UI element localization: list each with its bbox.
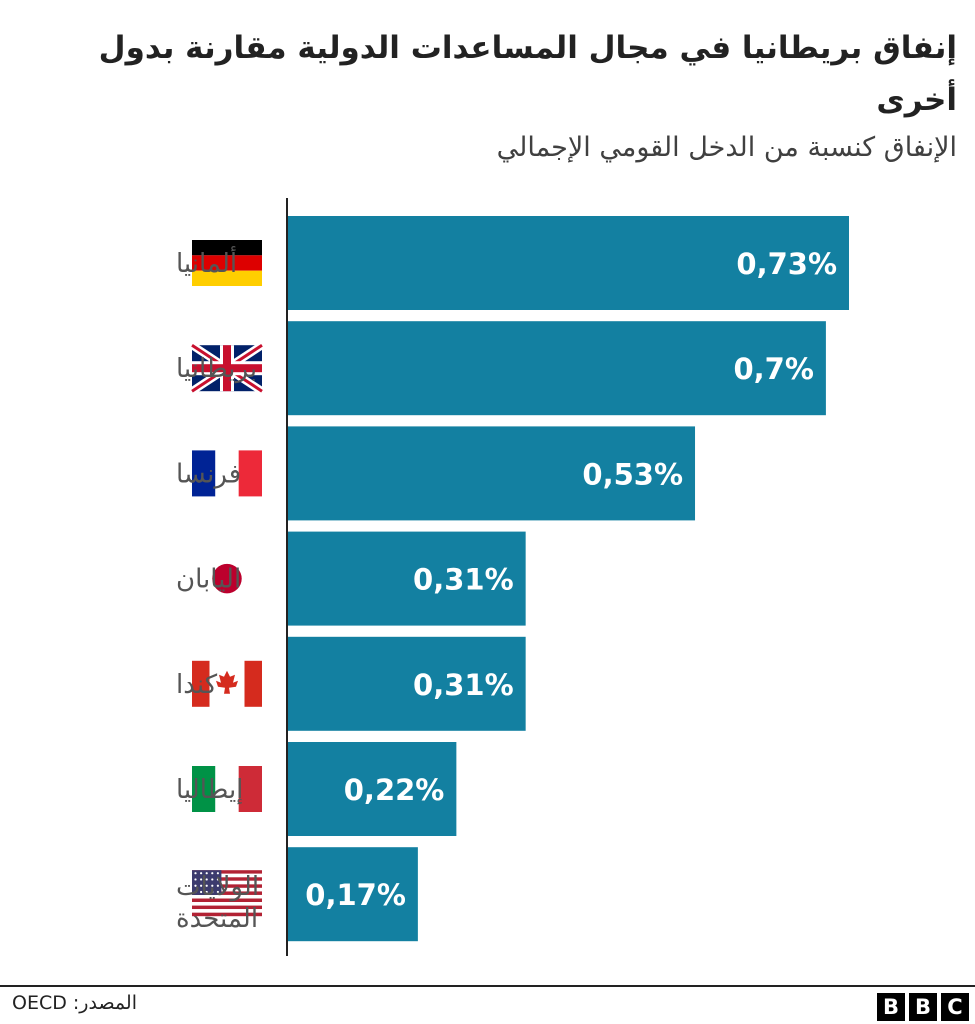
category-label: اليابان (176, 565, 241, 595)
bbc-logo: B B C (877, 993, 969, 1021)
bar (287, 636, 526, 731)
bar (287, 426, 696, 521)
germany-flag-icon (192, 240, 262, 286)
category-label: بريطانيا (176, 354, 257, 384)
bar (287, 216, 849, 310)
bar-value-label: 0,22% (344, 773, 445, 807)
france-flag-icon (192, 450, 262, 497)
chart-title: إنفاق بريطانيا في مجال المساعدات الدولية… (98, 30, 957, 118)
logo-letter-2: B (909, 993, 937, 1021)
bar-chart: 0,73% ألمانيا 0,7% بريطانيا 0,53% فرنسا 0,31% ا… (176, 198, 849, 956)
chart-subtitle: الإنفاق كنسبة من الدخل القومي الإجمالي (496, 132, 957, 163)
bar-value-label: 0,7% (733, 352, 813, 386)
bar (287, 742, 457, 836)
footer-divider (0, 985, 975, 987)
usa-flag-icon (192, 870, 262, 917)
canada-flag-icon (192, 660, 262, 707)
logo-letter-3: C (941, 993, 969, 1021)
uk-flag-icon (189, 341, 265, 395)
category-label: الولايات (176, 872, 259, 902)
bar-value-label: 0,73% (736, 247, 837, 281)
bar (287, 321, 826, 416)
category-label: ألمانيا (176, 245, 237, 279)
italy-flag-icon (192, 766, 262, 812)
category-label: فرنسا (176, 459, 241, 489)
category-label: المتحدة (176, 904, 258, 934)
bar (287, 531, 526, 626)
logo-letter-1: B (877, 993, 905, 1021)
bar-value-label: 0,31% (413, 563, 514, 597)
bar (287, 847, 418, 942)
bar-value-label: 0,31% (413, 668, 514, 702)
bar-value-label: 0,17% (305, 878, 406, 912)
japan-flag-icon (192, 555, 262, 602)
source-note: المصدر: OECD (12, 992, 137, 1014)
category-label: إيطاليا (176, 775, 243, 805)
category-label: كندا (176, 670, 218, 700)
bar-value-label: 0,53% (582, 457, 683, 491)
